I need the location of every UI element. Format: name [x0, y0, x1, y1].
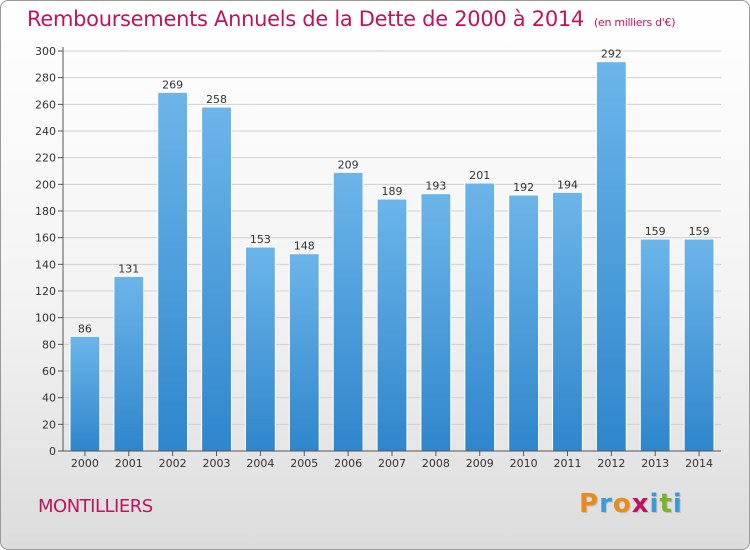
bar-value-label: 258 — [206, 93, 227, 106]
city-name: MONTILLIERS — [38, 496, 153, 517]
x-tick-label: 2013 — [641, 457, 669, 470]
bar — [244, 246, 276, 452]
y-tick-label: 20 — [42, 418, 56, 431]
y-tick-label: 280 — [35, 72, 56, 85]
bar — [683, 238, 715, 452]
bar — [201, 106, 232, 452]
bar-value-label: 201 — [469, 169, 490, 182]
y-tick-label: 180 — [35, 205, 56, 218]
y-tick-label: 220 — [35, 152, 56, 165]
chart-title-text: Remboursements Annuels de la Dette de 20… — [27, 7, 584, 31]
y-tick-label: 300 — [35, 45, 56, 58]
bar — [157, 91, 189, 452]
bar-value-label: 159 — [689, 225, 710, 238]
bar-value-label: 269 — [162, 78, 183, 91]
x-tick-label: 2009 — [466, 457, 494, 470]
x-tick-label: 2002 — [159, 457, 187, 470]
bar-value-label: 189 — [382, 185, 403, 198]
x-tick-label: 2004 — [246, 457, 274, 470]
y-tick-label: 140 — [35, 258, 56, 271]
x-tick-label: 2011 — [553, 457, 581, 470]
x-tick-label: 2014 — [685, 457, 713, 470]
bar — [332, 171, 364, 452]
y-tick-label: 240 — [35, 125, 56, 138]
bar — [288, 253, 320, 452]
bar — [113, 275, 145, 452]
x-tick-label: 2003 — [203, 457, 231, 470]
x-tick-label: 2000 — [71, 457, 99, 470]
x-tick-label: 2010 — [510, 457, 538, 470]
y-tick-label: 260 — [35, 98, 56, 111]
y-tick-label: 0 — [49, 445, 56, 458]
x-tick-label: 2001 — [115, 457, 143, 470]
y-tick-label: 120 — [35, 285, 56, 298]
bar-value-label: 86 — [78, 322, 92, 335]
bar-value-label: 192 — [513, 181, 534, 194]
bar-value-label: 209 — [338, 158, 359, 171]
bar-value-label: 131 — [118, 262, 139, 275]
x-tick-label: 2012 — [597, 457, 625, 470]
bar-value-label: 153 — [250, 233, 271, 246]
x-tick-label: 2008 — [422, 457, 450, 470]
x-tick-label: 2006 — [334, 457, 362, 470]
y-tick-label: 200 — [35, 178, 56, 191]
y-tick-label: 60 — [42, 365, 56, 378]
bar — [508, 194, 540, 452]
x-tick-label: 2005 — [290, 457, 318, 470]
bar — [639, 238, 671, 452]
chart-title: Remboursements Annuels de la Dette de 20… — [27, 7, 675, 31]
x-tick-label: 2007 — [378, 457, 406, 470]
bar — [552, 191, 583, 452]
y-tick-label: 40 — [42, 392, 56, 405]
bar — [69, 335, 101, 452]
bar-value-label: 194 — [557, 178, 578, 191]
proxiti-logo: Proxiti — [579, 489, 683, 519]
y-tick-label: 160 — [35, 232, 56, 245]
y-tick-label: 100 — [35, 312, 56, 325]
chart-subtitle: (en milliers d'€) — [594, 16, 676, 29]
bar — [464, 182, 496, 452]
bar-value-label: 292 — [601, 48, 622, 61]
bar — [420, 193, 452, 452]
bar-value-label: 193 — [425, 180, 446, 193]
bar — [595, 61, 627, 452]
bar-chart: 86 131 269 258 153 148 209 189 193 201 192 194 292 15… — [35, 45, 721, 470]
bar-value-label: 148 — [294, 240, 315, 253]
y-tick-label: 80 — [42, 338, 56, 351]
bar — [376, 198, 408, 452]
bar-value-label: 159 — [645, 225, 666, 238]
